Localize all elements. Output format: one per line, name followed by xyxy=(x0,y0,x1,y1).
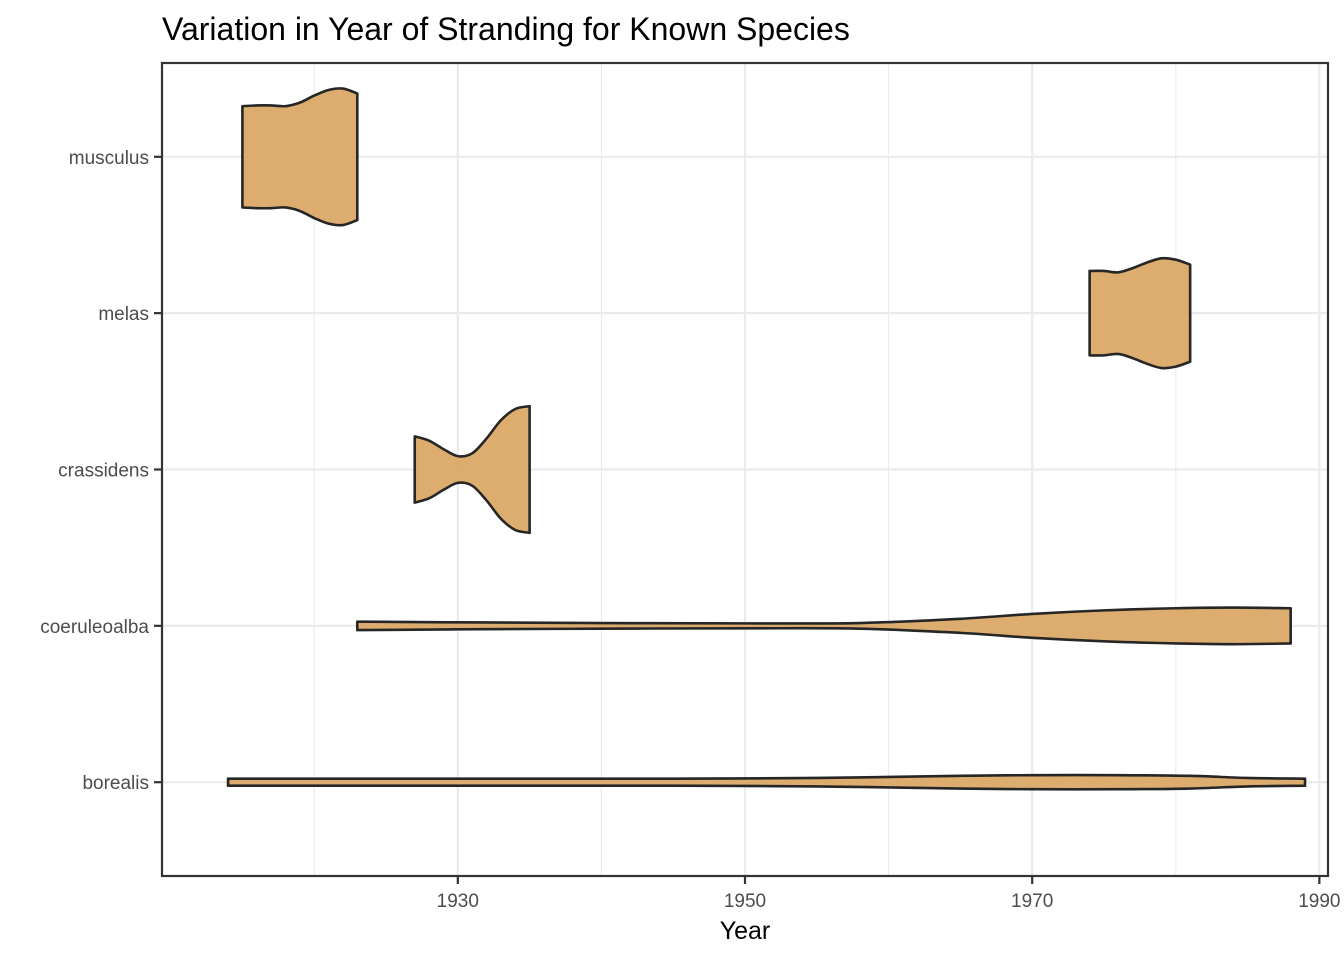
y-tick-label-coeruleoalba: coeruleoalba xyxy=(40,617,149,638)
violin-musculus xyxy=(241,87,359,227)
x-axis-title: Year xyxy=(720,917,771,945)
x-tick-label: 1990 xyxy=(1298,891,1340,912)
x-tick-label: 1950 xyxy=(724,891,766,912)
axes: 1930 1950 1970 1990 borealis coeruleoalba cras… xyxy=(40,148,1340,912)
x-tick-label: 1930 xyxy=(437,891,479,912)
y-tick-label-melas: melas xyxy=(98,304,149,325)
y-tick-label-borealis: borealis xyxy=(82,773,149,794)
violin-borealis xyxy=(226,773,1307,791)
violin-coeruleoalba xyxy=(355,606,1292,646)
violins xyxy=(226,87,1307,791)
y-tick-label-musculus: musculus xyxy=(69,148,149,169)
violin-melas xyxy=(1088,256,1192,370)
chart-title: Variation in Year of Stranding for Known… xyxy=(162,11,850,47)
violin-crassidens xyxy=(413,404,531,535)
x-tick-label: 1970 xyxy=(1011,891,1053,912)
y-tick-label-crassidens: crassidens xyxy=(58,461,149,482)
